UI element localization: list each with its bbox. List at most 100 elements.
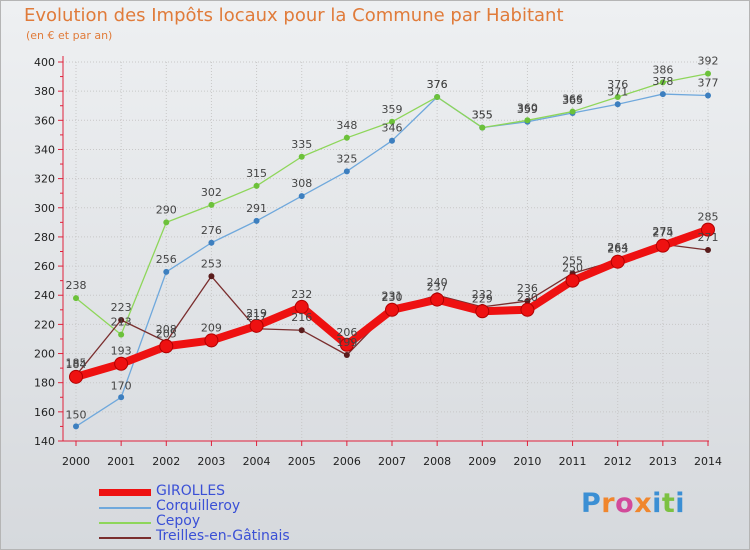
data-point-corquilleroy [614,101,621,108]
data-label-treilles-en-g-tinais: 223 [111,301,132,314]
legend-label-cepoy: Cepoy [156,513,201,529]
data-point-corquilleroy [253,217,260,224]
data-point-corquilleroy [118,394,125,401]
x-tick-label: 2003 [197,455,225,468]
logo-letter: x [634,488,653,519]
data-point-girolles [294,299,309,314]
data-label-corquilleroy: 365 [562,94,583,107]
data-label-girolles: 237 [427,281,448,294]
data-label-girolles: 229 [472,292,493,305]
y-tick-label: 320 [34,173,55,186]
data-label-treilles-en-g-tinais: 217 [246,310,267,323]
data-label-corquilleroy: 371 [607,85,628,98]
data-point-girolles [701,222,715,237]
data-point-girolles [114,356,129,371]
data-point-treilles-en-g-tinais [208,273,215,280]
logo-letter: t [661,488,676,519]
data-label-girolles: 285 [698,211,719,224]
data-label-cepoy: 290 [156,203,177,216]
data-label-corquilleroy: 291 [246,202,267,215]
data-label-cepoy: 348 [336,119,357,132]
x-tick-label: 2002 [152,455,180,468]
data-point-girolles [249,318,264,333]
data-label-corquilleroy: 376 [427,78,448,91]
y-tick-label: 220 [34,318,55,331]
data-point-cepoy [524,117,531,124]
y-tick-label: 280 [34,231,55,244]
data-label-girolles: 193 [111,345,132,358]
data-label-treilles-en-g-tinais: 231 [382,289,403,302]
logo-letter: i [675,488,686,519]
data-point-cepoy [389,118,395,125]
data-label-treilles-en-g-tinais: 240 [427,276,448,289]
data-point-girolles [610,254,625,269]
data-point-cepoy [479,124,486,131]
data-point-girolles [69,369,83,384]
data-label-girolles: 206 [336,326,357,339]
data-point-girolles [475,304,490,319]
data-label-girolles: 263 [607,243,628,256]
data-point-corquilleroy [298,193,305,200]
data-label-cepoy: 386 [652,63,673,76]
data-point-cepoy [614,93,621,100]
x-tick-label: 2000 [62,455,90,468]
proxiti-logo: Proxiti [581,488,685,519]
data-point-cepoy [298,153,305,160]
data-point-corquilleroy [389,137,395,144]
data-label-girolles: 230 [382,291,403,304]
data-point-girolles [385,302,399,317]
data-point-cepoy [705,70,711,77]
data-label-cepoy: 315 [246,167,267,180]
data-label-corquilleroy: 355 [472,109,493,122]
logo-letter: o [615,488,635,519]
line-chart: 140 160 180 200 220 240 260 280 300 320 340 360 380 4… [34,55,722,468]
data-label-cepoy: 376 [607,78,628,91]
logo-letter: i [652,488,662,519]
legend-swatch-treilles [99,537,151,539]
data-point-corquilleroy [208,239,215,246]
data-label-cepoy: 335 [291,138,312,151]
data-label-treilles-en-g-tinais: 253 [201,257,222,270]
legend-label-treilles: Treilles-en-Gâtinais [156,528,290,544]
data-point-girolles [520,302,535,317]
data-label-corquilleroy: 346 [382,122,403,135]
y-tick-label: 180 [34,377,55,390]
data-point-girolles [339,337,354,352]
x-tick-label: 2007 [378,455,406,468]
data-label-treilles-en-g-tinais: 264 [607,241,628,254]
data-label-corquilleroy: 256 [156,253,177,266]
y-tick-label: 300 [34,202,55,215]
x-tick-label: 2009 [468,455,496,468]
data-label-treilles-en-g-tinais: 208 [156,323,177,336]
data-label-girolles: 250 [562,262,583,275]
x-tick-label: 2004 [243,455,271,468]
data-point-cepoy [569,108,576,115]
data-point-girolles [204,333,219,348]
data-point-treilles-en-g-tinais [705,247,711,254]
data-point-treilles-en-g-tinais [118,317,125,324]
data-point-girolles [655,238,670,253]
x-tick-label: 2006 [333,455,361,468]
data-point-cepoy [253,182,260,189]
legend-swatch-girolles [99,489,151,496]
data-label-girolles: 232 [291,288,312,301]
data-label-corquilleroy: 276 [201,224,222,237]
chart-subtitle: (en € et par an) [26,29,113,42]
data-label-treilles-en-g-tinais: 275 [652,225,673,238]
data-label-corquilleroy: 377 [698,77,719,90]
data-label-treilles-en-g-tinais: 236 [517,282,538,295]
x-tick-label: 2011 [559,455,587,468]
data-point-treilles-en-g-tinais [298,327,305,334]
x-tick-label: 2014 [694,455,722,468]
data-point-cepoy [343,134,350,141]
legend-swatch-corquilleroy [99,507,151,509]
data-label-cepoy: 366 [562,93,583,106]
x-tick-label: 2001 [107,455,135,468]
data-label-cepoy: 376 [427,78,448,91]
data-label-treilles-en-g-tinais: 255 [562,254,583,267]
x-tick-label: 2012 [604,455,632,468]
data-point-cepoy [434,93,441,100]
data-label-girolles: 274 [652,227,673,240]
data-point-cepoy [118,331,125,338]
